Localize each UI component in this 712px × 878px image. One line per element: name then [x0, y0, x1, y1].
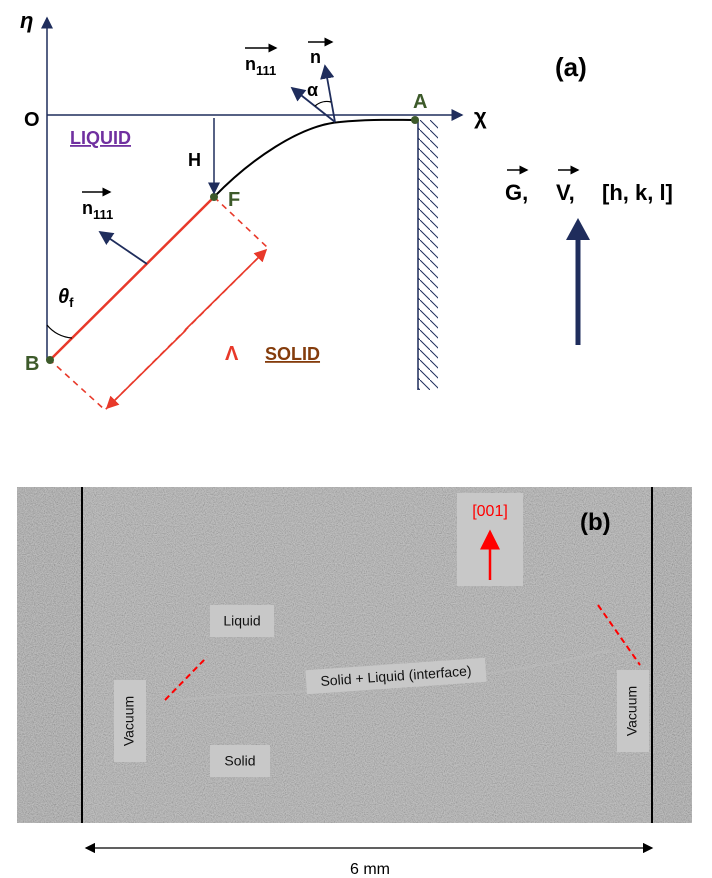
- direction-v: V,: [556, 180, 575, 205]
- scale-label: 6 mm: [350, 861, 390, 878]
- point-f-label: F: [228, 189, 240, 211]
- theta-arc: [46, 324, 73, 339]
- vacuum-right-label: Vacuum: [624, 686, 640, 736]
- normal-top: [320, 64, 336, 123]
- wall-hatch: [418, 120, 438, 390]
- normal-top-label: n: [310, 47, 321, 67]
- label-box: [210, 605, 274, 637]
- theta-main: θ: [58, 286, 69, 308]
- point-b: [46, 356, 54, 364]
- normal-facet: [98, 230, 148, 265]
- direction-label: [001]: [472, 503, 508, 520]
- normal-111-top: [290, 86, 336, 123]
- panel-a: η O χ A B F LIQUID SOLID H Λ θf n111 α n…: [20, 8, 673, 412]
- point-b-label: B: [25, 353, 39, 375]
- eta-label: η: [20, 8, 33, 33]
- solid-label: Solid: [224, 753, 255, 769]
- theta-label: θf: [58, 286, 74, 310]
- panel-a-label: (a): [555, 52, 587, 82]
- n-main: n: [82, 198, 93, 218]
- label-box: [114, 680, 146, 762]
- label-box: [617, 670, 649, 752]
- interface-curve: [213, 118, 416, 198]
- solid-label: SOLID: [265, 344, 320, 364]
- point-a: [411, 116, 419, 124]
- growth-arrow-head: [566, 218, 590, 240]
- lambda-dash: [49, 196, 270, 412]
- facet: [49, 196, 215, 361]
- label-box: [210, 745, 270, 777]
- point-f: [210, 193, 218, 201]
- lambda-label: Λ: [225, 343, 239, 365]
- panel-b: [001] (b) Liquid Solid Solid + Liquid (i…: [17, 487, 692, 878]
- lambda-arrow-down: [105, 329, 187, 410]
- point-a-label: A: [413, 91, 427, 113]
- direction-g: G,: [505, 180, 528, 205]
- sample: [82, 487, 652, 823]
- normal-facet-label: n111: [82, 198, 113, 222]
- vacuum-boundary: [164, 656, 208, 701]
- n-sub: 111: [256, 63, 276, 78]
- liquid-label: Liquid: [223, 613, 260, 629]
- origin-label: O: [24, 109, 40, 131]
- normal-111-top-label: n111: [245, 54, 276, 78]
- n-sub: 111: [93, 207, 113, 222]
- radiograph-noise: [17, 487, 692, 823]
- label-box: [305, 657, 487, 695]
- h-label: H: [188, 150, 201, 170]
- n-main: n: [245, 54, 256, 74]
- alpha-label: α: [307, 80, 318, 100]
- vacuum-left-label: Vacuum: [121, 696, 137, 746]
- direction-hkl: [h, k, l]: [602, 180, 673, 205]
- theta-sub: f: [69, 295, 74, 310]
- lambda-arrow-up: [184, 248, 268, 331]
- panel-b-label: (b): [580, 509, 611, 536]
- vacuum-boundary: [597, 604, 641, 666]
- liquid-label: LIQUID: [70, 128, 131, 148]
- alpha-arc: [314, 100, 332, 107]
- chi-label: χ: [474, 104, 487, 129]
